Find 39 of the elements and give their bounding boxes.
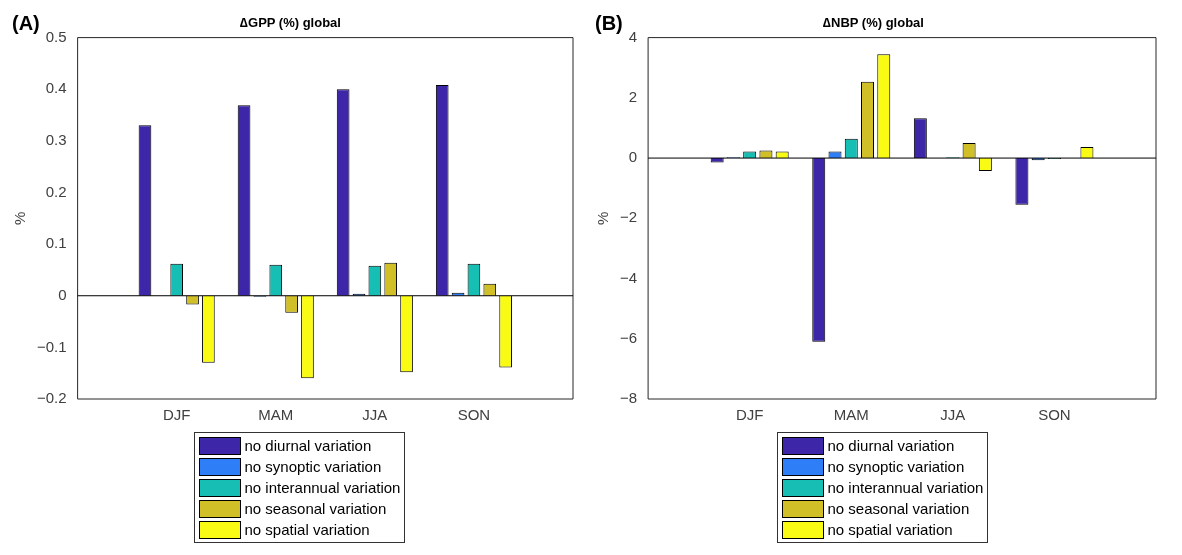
legend-label: no seasonal variation — [827, 500, 970, 517]
y-tick-label: −8 — [619, 389, 638, 407]
x-tick-label: MAM — [258, 406, 294, 424]
legend-label: no interannual variation — [827, 479, 984, 496]
x-tick-label: DJF — [162, 406, 191, 424]
y-tick-label: 2 — [628, 87, 638, 105]
chart-title: ∆GPP (%) global — [240, 15, 341, 31]
text: (B) — [595, 11, 623, 34]
legend-label: no synoptic variation — [827, 458, 965, 475]
legend-label: no seasonal variation — [244, 500, 387, 517]
y-tick-label: 4 — [628, 27, 638, 45]
y-tick-label: −2 — [619, 208, 638, 226]
legend-label: no diurnal variation — [244, 437, 372, 454]
chart-title: ∆NBP (%) global — [823, 15, 924, 31]
legend-label: no interannual variation — [244, 479, 401, 496]
text: (A) — [12, 11, 40, 34]
legend-label: no spatial variation — [827, 521, 953, 538]
y-tick-label: −4 — [619, 268, 638, 286]
x-tick-label: DJF — [735, 406, 764, 424]
y-tick-label: 0.2 — [45, 182, 67, 200]
y-axis-title: % — [11, 211, 29, 225]
y-tick-label: 0 — [58, 285, 67, 303]
y-tick-label: −6 — [619, 328, 638, 346]
y-tick-label: 0 — [628, 148, 638, 166]
y-tick-label: −0.1 — [36, 337, 67, 355]
y-tick-label: 0.1 — [45, 234, 67, 252]
y-tick-label: −0.2 — [36, 389, 67, 407]
x-tick-label: SON — [1038, 406, 1071, 424]
x-tick-label: JJA — [940, 406, 966, 424]
y-tick-label: 0.3 — [45, 131, 67, 148]
y-axis-title: % — [594, 211, 612, 225]
legend-label: no diurnal variation — [827, 437, 955, 454]
x-tick-label: SON — [457, 406, 491, 424]
y-tick-label: 0.4 — [45, 79, 67, 97]
legend-label: no synoptic variation — [244, 458, 382, 475]
legend-label: no spatial variation — [244, 521, 370, 538]
x-tick-label: JJA — [362, 406, 388, 424]
y-tick-label: 0.5 — [45, 27, 67, 45]
x-tick-label: MAM — [833, 406, 869, 424]
